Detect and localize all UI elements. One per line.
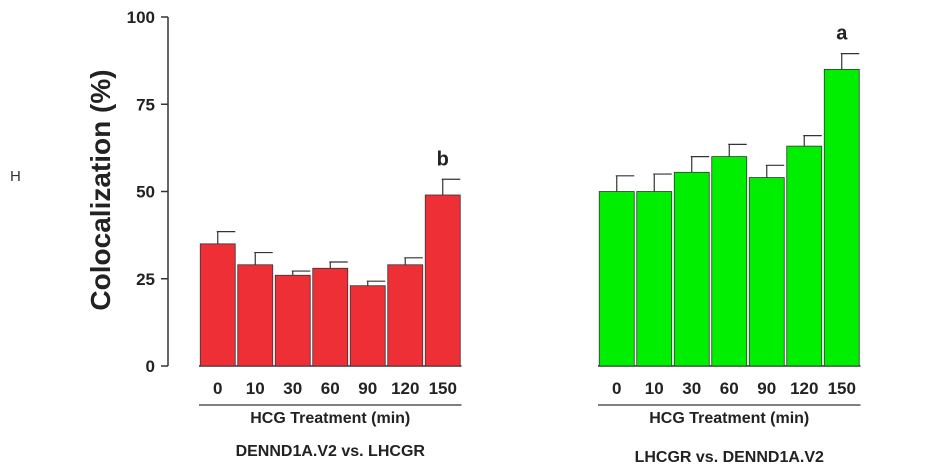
bar-1-0 bbox=[199, 243, 236, 367]
y-tick-label: 50 bbox=[136, 183, 155, 202]
x-tick-label: 120 bbox=[790, 379, 818, 398]
x-tick-label: 150 bbox=[828, 379, 856, 398]
x-tick-label: 90 bbox=[358, 379, 377, 398]
y-tick-label: 100 bbox=[127, 8, 155, 27]
y-tick-label: 0 bbox=[146, 357, 155, 376]
x-tick-label: 60 bbox=[720, 379, 739, 398]
x-tick-label: 0 bbox=[213, 379, 222, 398]
y-axis-title: Colocalization (%) bbox=[85, 69, 116, 310]
bar-1-120 bbox=[387, 264, 424, 367]
bar-2-30 bbox=[673, 171, 710, 367]
x-tick-label: 150 bbox=[429, 379, 457, 398]
group-title-1: DENND1A.V2 vs. LHCGR bbox=[236, 443, 426, 460]
bar-1-30 bbox=[274, 274, 311, 367]
bar-2-60 bbox=[711, 156, 748, 367]
group-title-2: LHCGR vs. DENND1A.V2 bbox=[635, 449, 824, 466]
x-tick-label: 60 bbox=[321, 379, 340, 398]
bar-1-60 bbox=[312, 267, 349, 367]
x-tick-label: 30 bbox=[682, 379, 701, 398]
x-axis-title-1: HCG Treatment (min) bbox=[250, 410, 410, 427]
x-tick-label: 0 bbox=[612, 379, 621, 398]
bar-1-150 bbox=[424, 194, 461, 367]
x-tick-label: 30 bbox=[283, 379, 302, 398]
bar-2-0 bbox=[598, 191, 635, 367]
y-tick-label: 25 bbox=[136, 270, 155, 289]
bar-2-10 bbox=[636, 191, 673, 367]
x-tick-label: 90 bbox=[757, 379, 776, 398]
x-tick-label: 10 bbox=[645, 379, 664, 398]
panel-letter: H bbox=[10, 168, 21, 185]
bars bbox=[199, 53, 860, 367]
bar-2-150 bbox=[823, 68, 860, 367]
significance-label: b bbox=[437, 148, 449, 170]
bar-1-90 bbox=[349, 285, 386, 367]
x-tick-label: 10 bbox=[246, 379, 265, 398]
x-tick-label: 120 bbox=[391, 379, 419, 398]
bar-2-120 bbox=[786, 145, 823, 367]
bar-2-90 bbox=[748, 177, 785, 367]
labels: 0 10 30 60 90 120 150 HCG Treatment (min) DENND1… bbox=[213, 23, 856, 466]
x-axis-title-2: HCG Treatment (min) bbox=[649, 410, 809, 427]
y-tick-label: 75 bbox=[136, 95, 155, 114]
significance-label: a bbox=[836, 23, 848, 45]
bar-1-10 bbox=[237, 264, 274, 367]
